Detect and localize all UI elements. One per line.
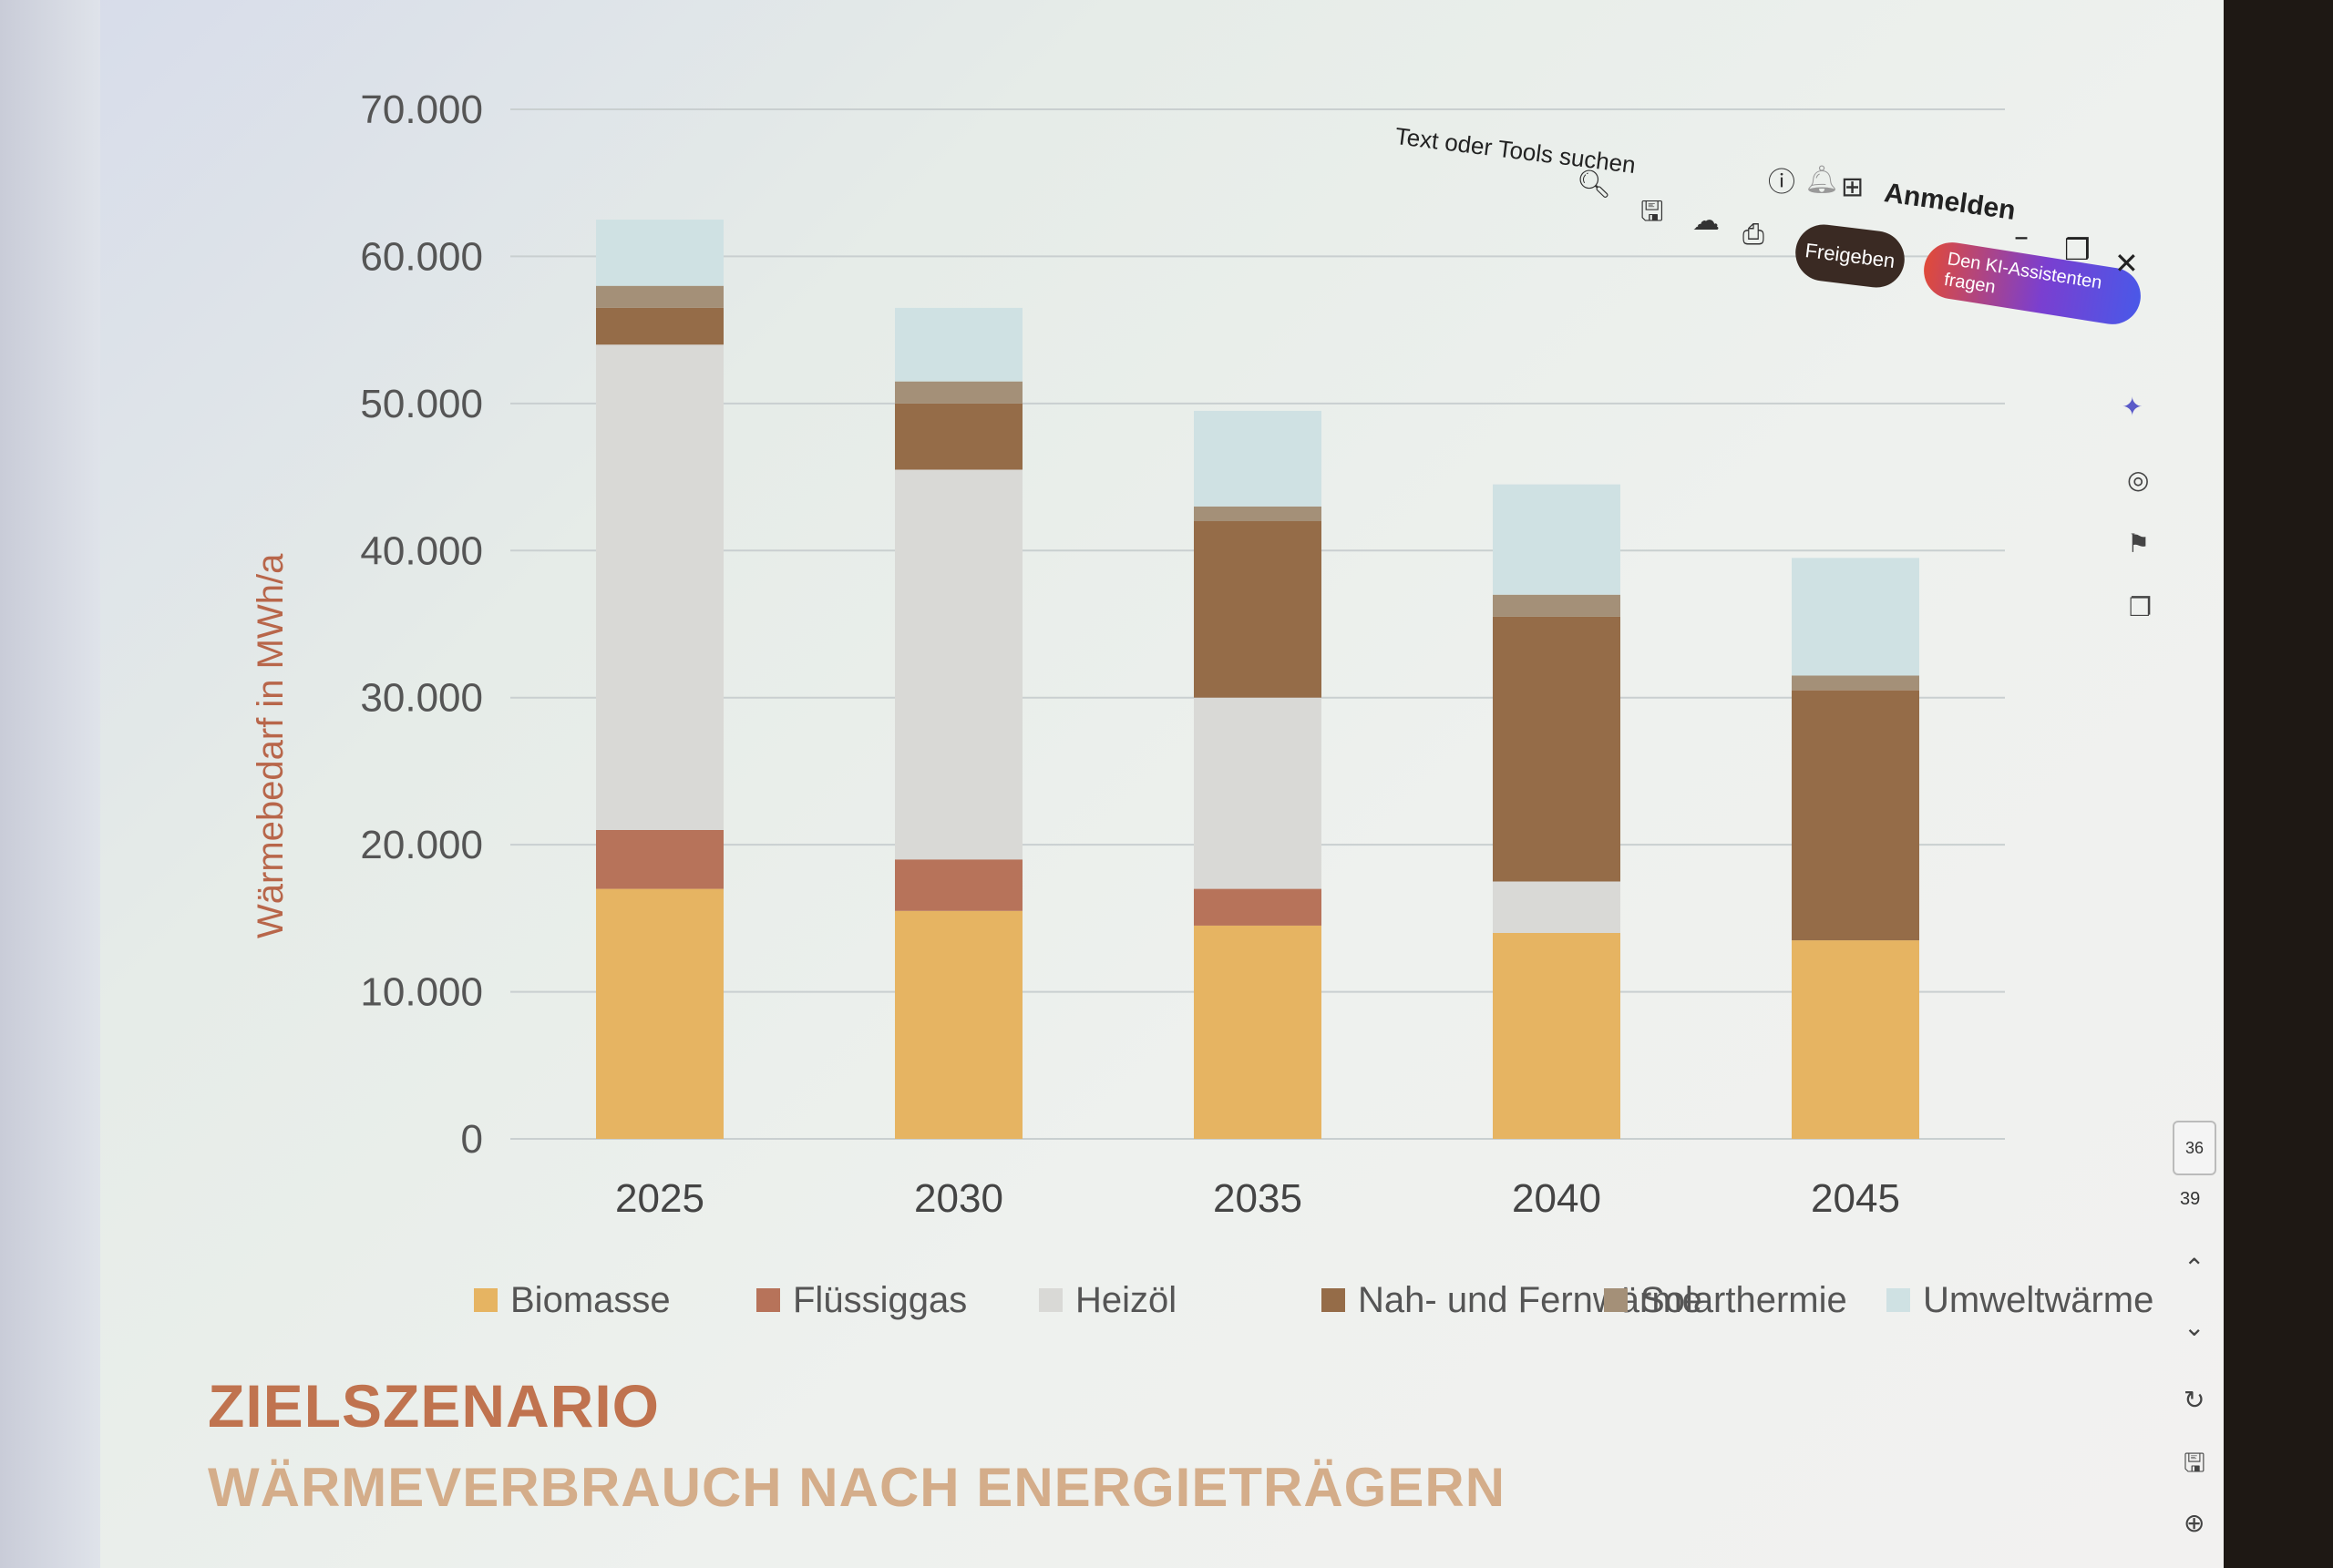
screen-left-edge [0, 0, 100, 1568]
share-button[interactable]: Freigeben [1792, 220, 1908, 292]
legend-swatch [1039, 1288, 1063, 1312]
comment-icon[interactable]: ◎ [2127, 465, 2150, 495]
y-tick-label: 10.000 [360, 970, 483, 1015]
bar-segment [596, 830, 724, 889]
bar-segment [1194, 888, 1321, 926]
legend-label: Umweltwärme [1923, 1280, 2153, 1320]
bar-segment [1493, 933, 1620, 1139]
viewer-toolbar: Text oder Tools suchen 🔍︎ 🖫 ☁ ⎙ ⓘ 🔔︎ ⊞ A… [1385, 118, 2151, 355]
stacked-bar-chart: 0 10.000 20.000 30.000 40.000 50.000 60.000 70.… [251, 87, 2153, 1320]
bar-segment [895, 910, 1023, 1139]
bar-segment [1792, 558, 1919, 676]
signin-link[interactable]: Anmelden [1882, 178, 2018, 226]
refresh-icon[interactable]: ↻ [2184, 1385, 2205, 1415]
bar-segment [1194, 506, 1321, 521]
y-axis-title: Wärmebedarf in MWh/a [251, 553, 291, 938]
y-tick-labels: 0 10.000 20.000 30.000 40.000 50.000 60.000 70.… [360, 87, 483, 1162]
pages-icon[interactable]: ❐ [2129, 592, 2153, 622]
bar-segment [1194, 410, 1321, 507]
bars [596, 220, 1919, 1139]
chevron-down-icon[interactable]: ⌄ [2184, 1312, 2205, 1342]
upload-icon[interactable]: ☁ [1692, 205, 1720, 237]
y-tick-label: 60.000 [360, 234, 483, 279]
y-tick-label: 20.000 [360, 823, 483, 867]
bar-segment [895, 307, 1023, 382]
legend-swatch [1321, 1288, 1345, 1312]
bar-segment [895, 469, 1023, 860]
bar-segment [1194, 521, 1321, 698]
bell-icon[interactable]: 🔔︎ [1804, 164, 1840, 196]
legend-swatch [1886, 1288, 1910, 1312]
bar-segment [596, 285, 724, 308]
bar-segment [1792, 940, 1919, 1139]
chevron-up-icon[interactable]: ⌃ [2184, 1253, 2205, 1283]
legend-label: Heizöl [1075, 1280, 1177, 1320]
bar-segment [596, 344, 724, 830]
close-icon[interactable]: ✕ [2114, 246, 2139, 281]
bar-segment [1493, 484, 1620, 595]
minimize-icon[interactable]: – [2014, 219, 2029, 253]
print-icon[interactable]: ⎙ [1742, 219, 1764, 251]
zoom-icon[interactable]: ⊕ [2184, 1508, 2205, 1538]
slide-title: ZIELSZENARIO [208, 1372, 661, 1440]
bar-segment [596, 307, 724, 345]
x-category-label: 2045 [1811, 1176, 1900, 1221]
legend-label: Flüssiggas [793, 1280, 967, 1320]
x-category-label: 2030 [914, 1176, 1003, 1221]
legend: Biomasse Flüssiggas Heizöl Nah- und Fernwär… [474, 1280, 2153, 1320]
bar-segment [1194, 697, 1321, 889]
y-tick-label: 30.000 [360, 676, 483, 721]
bar-segment [596, 220, 724, 286]
legend-swatch [756, 1288, 780, 1312]
legend-label: Nah- und Fernwärme [1358, 1280, 1702, 1320]
bar-segment [1792, 675, 1919, 691]
legend-label: Solarthermie [1640, 1280, 1847, 1320]
bar-segment [1493, 881, 1620, 933]
bookmark-icon[interactable]: ⚑ [2127, 528, 2151, 559]
legend-label: Biomasse [510, 1280, 671, 1320]
projection-screen: 0 10.000 20.000 30.000 40.000 50.000 60.000 70.… [0, 0, 2224, 1568]
x-category-label: 2040 [1512, 1176, 1601, 1221]
bar-segment [895, 403, 1023, 470]
legend-swatch [1604, 1288, 1628, 1312]
right-sidebar: ✦ ◎ ⚑ ❐ 36 39 ⌃ ⌄ ↻ 🖫 ⊕ [2096, 364, 2216, 1549]
bar-segment [895, 381, 1023, 404]
y-tick-label: 0 [461, 1117, 483, 1162]
y-tick-label: 70.000 [360, 87, 483, 132]
apps-icon[interactable]: ⊞ [1841, 171, 1865, 203]
ai-assistant-button[interactable]: Den KI-Assistenten fragen [1919, 238, 2145, 329]
search-icon[interactable]: 🔍︎ [1577, 169, 1612, 200]
x-category-label: 2025 [615, 1176, 704, 1221]
ai-sparkle-icon[interactable]: ✦ [2122, 392, 2143, 422]
help-icon[interactable]: ⓘ [1768, 167, 1795, 199]
bar-segment [1792, 690, 1919, 941]
legend-swatch [474, 1288, 498, 1312]
bar-segment [1194, 925, 1321, 1139]
y-tick-label: 50.000 [360, 382, 483, 426]
current-page-input[interactable]: 36 [2173, 1121, 2216, 1175]
save-icon[interactable]: 🖫 [1640, 196, 1664, 228]
bar-segment [596, 888, 724, 1139]
bar-segment [1493, 616, 1620, 882]
bar-segment [1493, 594, 1620, 617]
x-category-label: 2035 [1213, 1176, 1302, 1221]
bar-segment [895, 859, 1023, 911]
page-total: 39 [2180, 1189, 2201, 1209]
x-category-labels: 2025 2030 2035 2040 2045 [615, 1176, 1900, 1221]
y-tick-label: 40.000 [360, 528, 483, 573]
slide-subtitle: WÄRMEVERBRAUCH NACH ENERGIETRÄGERN [208, 1457, 1506, 1518]
maximize-icon[interactable]: ❒ [2064, 232, 2091, 267]
save-copy-icon[interactable]: 🖫 [2184, 1448, 2205, 1478]
